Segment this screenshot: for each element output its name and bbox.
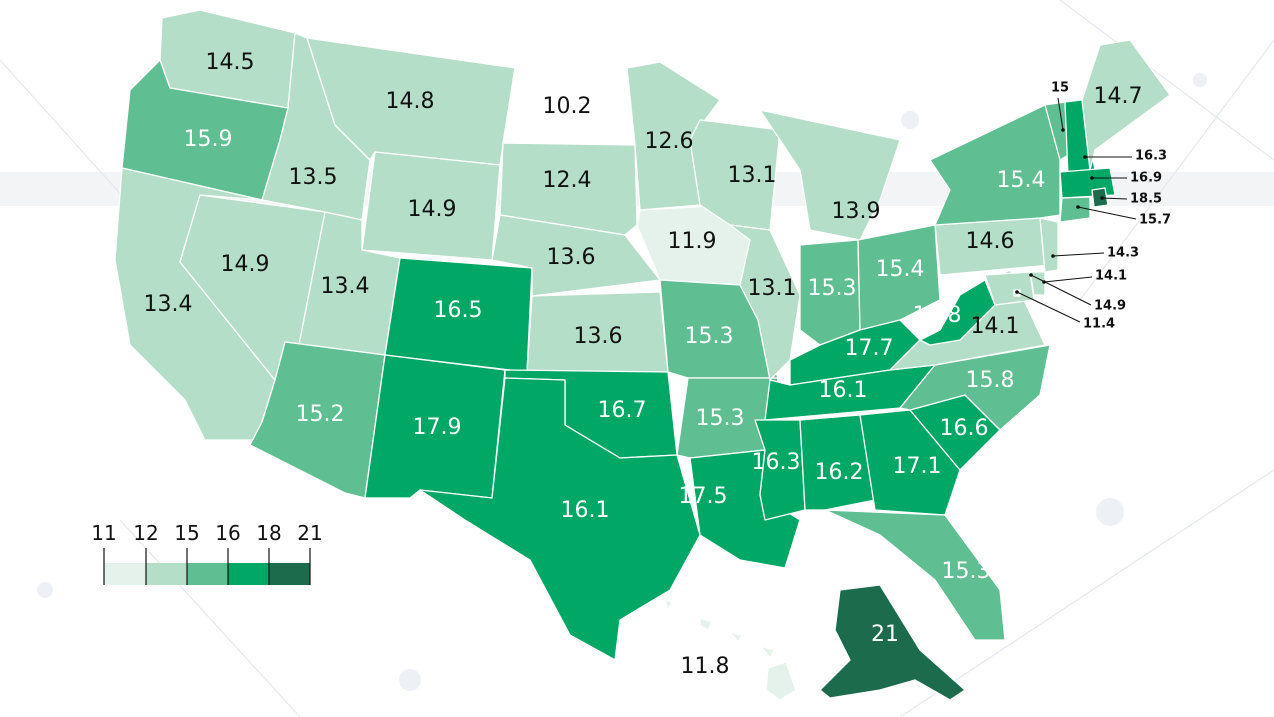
legend-swatch-5 [269,563,310,585]
state-sd [499,142,638,236]
leader-dot-ma [1090,176,1094,180]
value-label-id: 13.5 [289,165,338,190]
value-label-nm: 17.9 [413,415,462,440]
legend-swatch-4 [228,563,269,585]
state-wv [919,279,996,346]
value-label-wy: 14.9 [408,197,457,222]
value-label-vt: 15 [1051,81,1069,96]
value-label-ut: 13.4 [321,274,370,299]
state-fl [824,509,1006,641]
legend-tick-label-4: 16 [215,521,240,545]
value-label-ks: 13.6 [574,324,623,349]
value-label-al: 16.2 [815,460,864,485]
states-layer [114,9,1171,701]
state-tx [419,377,701,661]
leader-dot-ri [1100,196,1104,200]
legend-swatch-3 [187,563,228,585]
legend-tick-label-5: 18 [256,521,281,545]
state-ct [1059,196,1091,223]
leader-dot-ct [1076,205,1080,209]
value-label-mt: 14.8 [386,89,435,114]
legend-swatch-1 [104,563,146,585]
state-ny [929,104,1061,226]
state-ga [859,409,961,516]
value-label-nd: 10.2 [543,94,592,119]
value-label-il: 13.1 [748,276,797,301]
legend-swatch-2 [146,563,187,585]
value-label-ct: 15.7 [1139,213,1171,228]
value-label-nh: 16.3 [1135,149,1167,164]
value-label-ny: 15.4 [997,168,1046,193]
value-label-mi: 13.9 [832,199,881,224]
leader-dot-nj [1051,254,1055,258]
value-label-me: 14.7 [1094,84,1143,109]
value-label-fl: 15.3 [942,559,991,584]
leader-line-ct [1077,206,1137,220]
value-label-mo: 15.3 [685,324,734,349]
leader-line-nj [1052,252,1105,257]
state-oh [857,224,941,331]
state-al [799,414,876,511]
value-label-ia: 11.9 [668,229,717,254]
legend-tick-label-2: 12 [133,521,158,545]
value-label-va: 14.1 [971,314,1020,339]
value-label-nc: 15.8 [966,368,1015,393]
state-ri [1091,187,1109,208]
value-label-mn: 12.6 [645,129,694,154]
value-label-az: 15.2 [296,402,345,427]
value-label-nj: 14.3 [1107,246,1139,261]
value-label-wi: 13.1 [728,163,777,188]
leader-lines [1015,97,1137,323]
value-label-la: 17.5 [679,484,728,509]
value-label-in: 15.3 [808,276,857,301]
value-label-oh: 15.4 [876,257,925,282]
value-label-ri: 18.5 [1130,192,1162,207]
leader-dot-md [1029,273,1033,277]
state-nj [1039,217,1059,273]
value-label-tx: 16.1 [561,498,610,523]
legend: 11 12 15 16 18 21 [91,521,323,585]
value-label-nv: 14.9 [221,252,270,277]
value-label-ma: 16.9 [1130,171,1162,186]
legend-tick-label-3: 15 [174,521,199,545]
value-label-co: 16.5 [434,298,483,323]
value-label-dc: 11.4 [1083,317,1115,332]
value-label-wa: 14.5 [206,50,255,75]
leader-line-ri [1101,197,1128,200]
leader-line-de [1043,276,1093,283]
legend-tick-label-6: 21 [297,521,322,545]
value-label-tn: 16.1 [819,378,868,403]
value-label-de: 14.1 [1095,269,1127,284]
value-label-ms: 16.3 [752,450,801,475]
leader-dot-vt [1061,128,1065,132]
value-label-ak: 21 [871,622,899,647]
value-label-sd: 12.4 [543,168,592,193]
value-label-ne: 13.6 [547,245,596,270]
value-label-ga: 17.1 [893,454,942,479]
value-label-ok: 16.7 [598,398,647,423]
value-label-pa: 14.6 [966,229,1015,254]
leader-line-md [1030,274,1092,306]
value-label-ar: 15.3 [696,406,745,431]
value-label-wv: 17.8 [913,303,962,328]
state-ak [819,584,966,701]
value-label-sc: 16.6 [940,416,989,441]
leader-line-dc [1016,291,1081,323]
leader-dot-nh [1083,155,1087,159]
leader-line-vt [1057,97,1064,131]
leader-dot-dc [1015,290,1019,294]
legend-tick-label-1: 11 [91,521,116,545]
value-label-md: 14.9 [1094,299,1126,314]
value-label-ky: 17.7 [845,336,894,361]
value-label-or: 15.9 [184,127,233,152]
state-ma [1059,167,1116,199]
value-label-hi: 11.8 [681,654,730,679]
value-label-ca: 13.4 [144,292,193,317]
value-labels: 14.5 15.9 13.4 14.9 13.5 14.8 14.9 13.4 15.2 16.5… [144,50,1172,679]
state-hi [664,599,797,701]
